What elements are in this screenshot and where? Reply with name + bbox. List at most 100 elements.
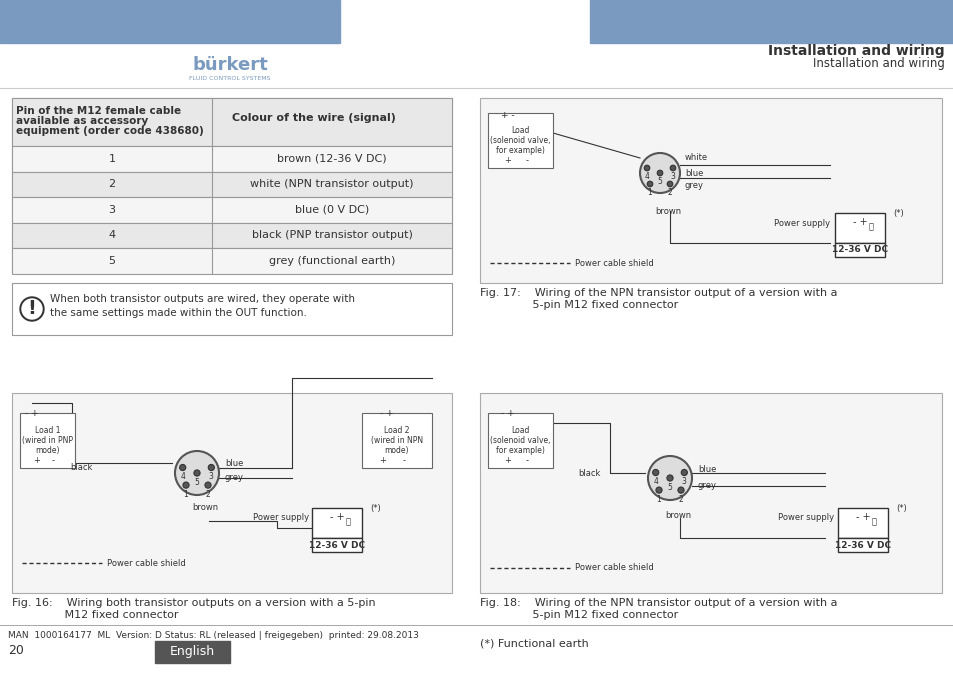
Text: the same settings made within the OUT function.: the same settings made within the OUT fu… bbox=[50, 308, 307, 318]
Text: MAN  1000164177  ML  Version: D Status: RL (released | freigegeben)  printed: 29: MAN 1000164177 ML Version: D Status: RL … bbox=[8, 631, 418, 639]
Bar bbox=[479, 98, 941, 283]
Text: Installation and wiring: Installation and wiring bbox=[767, 44, 944, 58]
Text: grey: grey bbox=[684, 180, 703, 190]
Text: 4: 4 bbox=[653, 477, 658, 487]
Text: Power supply: Power supply bbox=[253, 513, 309, 522]
Text: 4: 4 bbox=[180, 472, 185, 481]
Text: Load 2
(wired in NPN
mode): Load 2 (wired in NPN mode) bbox=[371, 425, 422, 456]
Text: (*): (*) bbox=[895, 504, 905, 513]
Circle shape bbox=[646, 181, 652, 187]
Bar bbox=[0, 0, 339, 43]
Circle shape bbox=[639, 153, 679, 193]
Text: Power supply: Power supply bbox=[777, 513, 833, 522]
Text: 4: 4 bbox=[644, 172, 649, 182]
Text: bürkert: bürkert bbox=[192, 56, 268, 74]
Text: English: English bbox=[170, 645, 214, 658]
Text: Power cable shield: Power cable shield bbox=[107, 559, 186, 567]
Text: 1: 1 bbox=[656, 495, 660, 504]
Text: - +: - + bbox=[330, 512, 344, 522]
Text: blue: blue bbox=[684, 168, 702, 178]
Text: (*): (*) bbox=[370, 504, 380, 513]
Text: 2: 2 bbox=[109, 179, 115, 189]
Text: Power cable shield: Power cable shield bbox=[575, 258, 653, 267]
Text: 3: 3 bbox=[209, 472, 213, 481]
Text: Load
(solenoid valve,
for example): Load (solenoid valve, for example) bbox=[490, 126, 550, 155]
Text: 2: 2 bbox=[667, 188, 672, 197]
Text: white (NPN transistor output): white (NPN transistor output) bbox=[250, 179, 414, 189]
Text: +: + bbox=[503, 156, 511, 165]
Circle shape bbox=[193, 470, 200, 476]
Text: blue (0 V DC): blue (0 V DC) bbox=[294, 205, 369, 215]
Text: 3: 3 bbox=[681, 477, 686, 487]
Text: 3: 3 bbox=[670, 172, 675, 182]
Text: 1: 1 bbox=[183, 490, 188, 499]
Text: available as accessory: available as accessory bbox=[16, 116, 148, 126]
Text: Power supply: Power supply bbox=[773, 219, 829, 227]
Text: grey (functional earth): grey (functional earth) bbox=[269, 256, 395, 266]
Text: - +: - + bbox=[852, 217, 866, 227]
Bar bbox=[12, 146, 452, 172]
Circle shape bbox=[657, 170, 662, 176]
Circle shape bbox=[652, 470, 659, 476]
Circle shape bbox=[666, 181, 672, 187]
Text: +: + bbox=[379, 456, 386, 465]
Text: - +: - + bbox=[380, 409, 394, 419]
Text: 3: 3 bbox=[109, 205, 115, 215]
Bar bbox=[479, 393, 941, 593]
Bar bbox=[834, 213, 884, 243]
Circle shape bbox=[647, 456, 691, 500]
Text: - +: - + bbox=[855, 512, 869, 522]
Text: -: - bbox=[402, 456, 405, 465]
Text: brown: brown bbox=[655, 207, 680, 215]
Bar bbox=[12, 98, 452, 273]
Text: brown: brown bbox=[664, 511, 690, 520]
Text: -: - bbox=[525, 456, 528, 465]
Text: 12-36 V DC: 12-36 V DC bbox=[834, 540, 890, 549]
Text: -: - bbox=[525, 156, 528, 165]
Text: black: black bbox=[578, 468, 599, 478]
Text: Pin of the M12 female cable: Pin of the M12 female cable bbox=[16, 106, 181, 116]
Text: + -: + - bbox=[500, 110, 515, 120]
Text: 5: 5 bbox=[194, 478, 199, 487]
Text: grey: grey bbox=[225, 474, 244, 483]
Bar bbox=[837, 508, 887, 538]
Text: 4: 4 bbox=[109, 230, 115, 240]
Text: !: ! bbox=[28, 299, 36, 318]
Text: Installation and wiring: Installation and wiring bbox=[812, 57, 944, 71]
Circle shape bbox=[174, 451, 219, 495]
Circle shape bbox=[22, 299, 42, 319]
Text: (*) Functional earth: (*) Functional earth bbox=[479, 638, 588, 648]
Text: Load 1
(wired in PNP
mode): Load 1 (wired in PNP mode) bbox=[22, 425, 73, 456]
Bar bbox=[12, 393, 452, 593]
Circle shape bbox=[670, 165, 675, 171]
Bar bbox=[12, 172, 452, 197]
Text: When both transistor outputs are wired, they operate with: When both transistor outputs are wired, … bbox=[50, 294, 355, 304]
Text: 5: 5 bbox=[109, 256, 115, 266]
Text: 1: 1 bbox=[109, 153, 115, 164]
Text: Colour of the wire (signal): Colour of the wire (signal) bbox=[232, 113, 395, 123]
Text: - +: - + bbox=[25, 409, 39, 419]
Text: ⏚: ⏚ bbox=[871, 517, 876, 526]
Bar bbox=[837, 538, 887, 552]
Text: brown (12-36 V DC): brown (12-36 V DC) bbox=[277, 153, 386, 164]
Bar bbox=[361, 413, 432, 468]
Text: Fig. 18:    Wiring of the NPN transistor output of a version with a
            : Fig. 18: Wiring of the NPN transistor ou… bbox=[479, 598, 837, 620]
Bar bbox=[12, 283, 452, 335]
Bar bbox=[12, 98, 452, 146]
Bar bbox=[834, 243, 884, 257]
Text: +: + bbox=[33, 456, 40, 465]
Text: black: black bbox=[70, 464, 92, 472]
Text: - +: - + bbox=[500, 409, 515, 419]
Bar bbox=[312, 538, 361, 552]
Bar bbox=[20, 413, 75, 468]
Text: 2: 2 bbox=[678, 495, 682, 504]
Text: Fig. 17:    Wiring of the NPN transistor output of a version with a
            : Fig. 17: Wiring of the NPN transistor ou… bbox=[479, 288, 837, 310]
Text: Fig. 16:    Wiring both transistor outputs on a version with a 5-pin
           : Fig. 16: Wiring both transistor outputs … bbox=[12, 598, 375, 620]
Text: 5: 5 bbox=[657, 178, 661, 186]
Bar bbox=[154, 641, 230, 663]
Bar bbox=[488, 113, 553, 168]
Circle shape bbox=[656, 487, 661, 493]
Text: 2: 2 bbox=[206, 490, 211, 499]
Text: +: + bbox=[503, 456, 511, 465]
Text: blue: blue bbox=[225, 458, 243, 468]
